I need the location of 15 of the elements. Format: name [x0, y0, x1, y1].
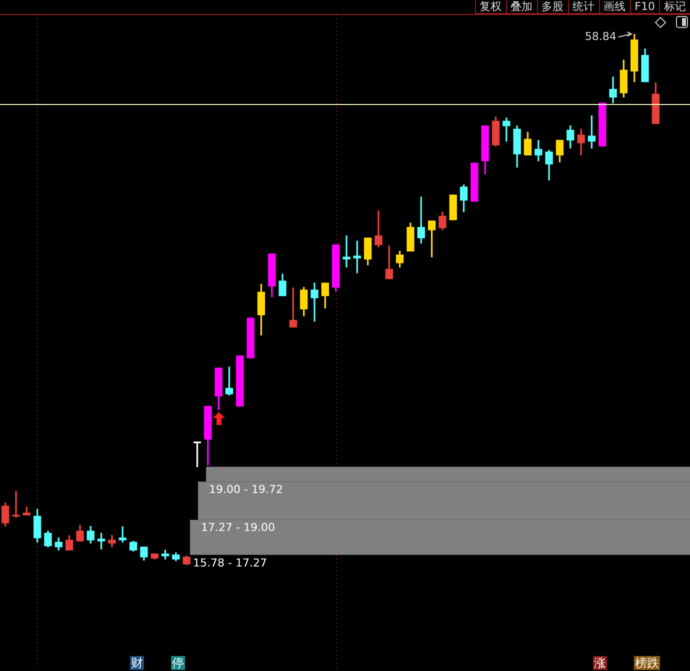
text: 画线 [598, 0, 630, 14]
text: 涨 [593, 656, 607, 670]
text: 榜跌 [634, 656, 660, 670]
text: 叠加 [506, 0, 537, 14]
text: 停 [171, 656, 185, 670]
text: 统计 [568, 0, 599, 14]
text: 财 [130, 656, 144, 670]
annotation: 58.84 [584, 30, 616, 43]
band-label: 19.00 - 19.72 [209, 482, 283, 496]
text: 复权 [474, 0, 506, 14]
band-label: 17.27 - 19.00 [201, 521, 275, 534]
text: 标记 [659, 0, 690, 14]
band-label: 15.78 - 17.27 [193, 556, 267, 570]
text: 多股 [536, 0, 568, 14]
text: F10 [630, 0, 659, 14]
